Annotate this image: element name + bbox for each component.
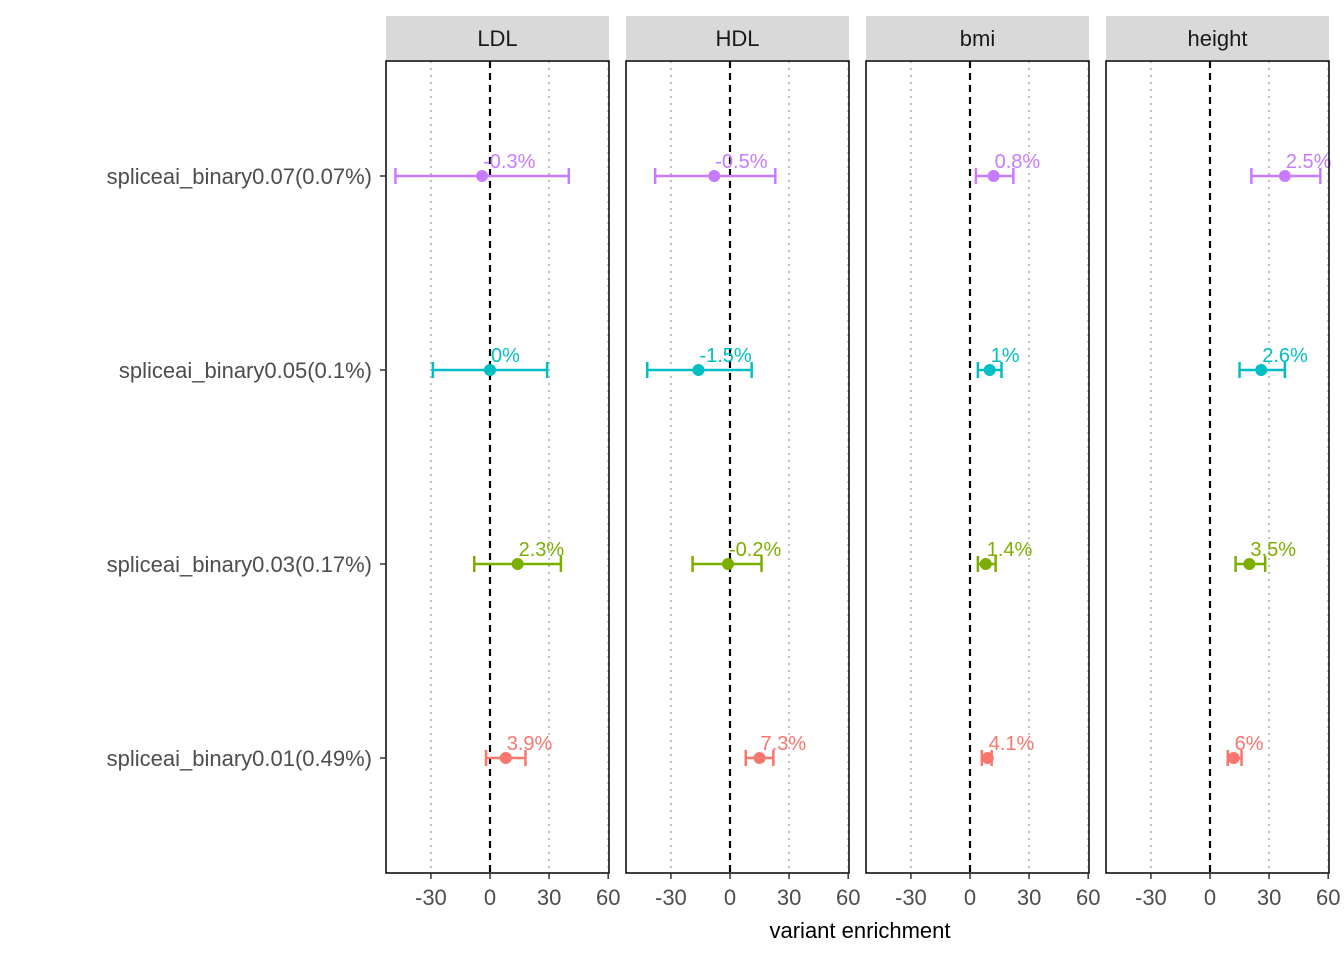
data-point-group: 4.1%: [980, 733, 1035, 766]
data-label: -0.5%: [715, 151, 767, 173]
x-tick-label: 60: [1076, 885, 1100, 910]
data-point-group: 1%: [976, 345, 1020, 378]
point-estimate: [708, 170, 721, 182]
data-point-group: 2.5%: [1250, 151, 1332, 184]
panel-border: [385, 60, 610, 874]
facet-strip-label: LDL: [477, 26, 517, 51]
data-label: 2.5%: [1286, 151, 1332, 173]
data-label: 2.3%: [519, 539, 565, 561]
point-estimate: [1278, 170, 1291, 182]
point-estimate: [499, 752, 512, 764]
point-estimate: [511, 558, 524, 570]
point-estimate: [753, 752, 766, 764]
data-label: -1.5%: [699, 345, 751, 367]
x-tick-label: -30: [655, 885, 687, 910]
point-estimate: [1227, 752, 1240, 764]
data-label: 3.5%: [1250, 539, 1296, 561]
data-point-group: 3.9%: [484, 733, 553, 766]
data-point-group: 0.8%: [974, 151, 1041, 184]
facet-strip: [866, 16, 1089, 60]
data-point-group: -0.5%: [653, 151, 777, 184]
data-point-group: 2.3%: [472, 539, 565, 572]
data-label: -0.2%: [729, 539, 781, 561]
x-tick-label: 60: [1316, 885, 1340, 910]
data-label: 1.4%: [987, 539, 1033, 561]
x-tick-label: -30: [415, 885, 447, 910]
panel-background: [1106, 61, 1329, 873]
data-point-group: 2.6%: [1238, 345, 1308, 378]
data-label: 2.6%: [1262, 345, 1308, 367]
panel-background: [866, 61, 1089, 873]
x-tick-label: 0: [724, 885, 736, 910]
x-tick-label: 0: [964, 885, 976, 910]
facet-strip: [386, 16, 609, 60]
x-tick-label: 30: [777, 885, 801, 910]
data-point-group: -0.2%: [691, 539, 781, 572]
data-label: -0.3%: [483, 151, 535, 173]
data-point-group: -1.5%: [646, 345, 753, 378]
x-tick-label: 60: [596, 885, 620, 910]
point-estimate: [981, 752, 994, 764]
panel-border: [865, 60, 1090, 874]
panel-background: [386, 61, 609, 873]
point-estimate: [1255, 364, 1268, 376]
point-estimate: [979, 558, 992, 570]
x-tick-label: 30: [1257, 885, 1281, 910]
data-label: 3.9%: [507, 733, 553, 755]
x-tick-label: -30: [895, 885, 927, 910]
panel-border: [1105, 60, 1330, 874]
data-label: 0%: [491, 345, 520, 367]
point-estimate: [983, 364, 996, 376]
data-label: 0.8%: [995, 151, 1041, 173]
facet-strip: [626, 16, 849, 60]
point-estimate: [692, 364, 705, 376]
data-point-group: 3.5%: [1234, 539, 1296, 572]
point-estimate: [484, 364, 496, 376]
data-label: 6%: [1235, 733, 1264, 755]
y-category-label: spliceai_binary0.03(0.17%): [107, 552, 372, 577]
x-tick-label: 0: [484, 885, 496, 910]
data-point-group: 6%: [1226, 733, 1264, 766]
x-tick-label: 30: [537, 885, 561, 910]
point-estimate: [987, 170, 1000, 182]
panel-background: [626, 61, 849, 873]
x-tick-label: 30: [1017, 885, 1041, 910]
x-axis-title: variant enrichment: [770, 918, 951, 943]
facet-panel-ldl: LDL -0.3% 0% 2.3% 3.9% -30 0 30 60: [385, 16, 620, 910]
data-point-group: 1.4%: [976, 539, 1033, 572]
panel-border: [625, 60, 850, 874]
data-label: 4.1%: [989, 733, 1035, 755]
data-point-group: 7.3%: [744, 733, 807, 766]
facet-panel-bmi: bmi 0.8% 1% 1.4% 4.1% -30 0 30 60: [865, 16, 1100, 910]
point-estimate: [722, 558, 735, 570]
data-point-group: 0%: [431, 345, 549, 378]
y-category-label: spliceai_binary0.05(0.1%): [119, 358, 372, 383]
facet-strip-label: HDL: [715, 26, 759, 51]
x-tick-label: 60: [836, 885, 860, 910]
point-estimate: [1243, 558, 1256, 570]
point-estimate: [476, 170, 489, 182]
data-label: 1%: [991, 345, 1020, 367]
facet-panel-hdl: HDL -0.5% -1.5% -0.2% 7.3% -30 0 30 60: [625, 16, 860, 910]
data-label: 7.3%: [761, 733, 807, 755]
x-tick-label: -30: [1135, 885, 1167, 910]
y-category-label: spliceai_binary0.01(0.49%): [107, 746, 372, 771]
x-tick-label: 0: [1204, 885, 1216, 910]
facet-strip-label: bmi: [960, 26, 995, 51]
facet-strip-label: height: [1188, 26, 1248, 51]
facet-panel-height: height 2.5% 2.6% 3.5% 6% -30 0 30 60: [1105, 16, 1340, 910]
y-category-label: spliceai_binary0.07(0.07%): [107, 164, 372, 189]
data-point-group: -0.3%: [394, 151, 571, 184]
facet-strip: [1106, 16, 1329, 60]
